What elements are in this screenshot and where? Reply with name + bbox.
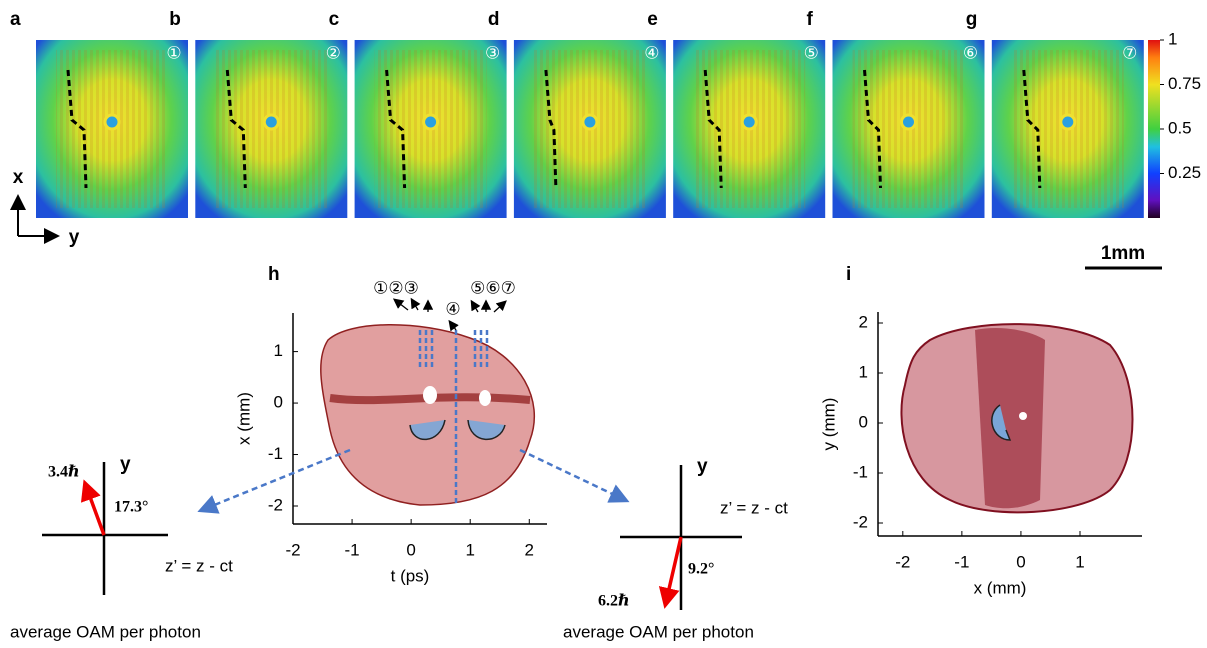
panel-label: i — [846, 264, 851, 285]
tick-label: 1 — [1168, 29, 1177, 48]
x-tick-label: -1 — [345, 540, 360, 559]
x-tick-label: -2 — [285, 540, 300, 559]
x-tick-label: 0 — [1016, 552, 1025, 571]
x-tick-label: 1 — [465, 540, 474, 559]
phase-line — [66, 69, 88, 189]
axes-i: -2 -1 0 1 2 1 0 -1 -2 x (mm) y (mm) — [819, 312, 1142, 597]
x-tick-label: 0 — [406, 540, 415, 559]
panel-index: ③ — [485, 43, 500, 62]
panel-label: c — [329, 9, 340, 30]
y-label: y (mm) — [819, 398, 838, 451]
vortex — [422, 113, 440, 131]
oam-value: 6.2ℏ — [598, 593, 630, 610]
axes-h: -2 -1 0 1 2 1 0 -1 -2 t (ps) x (mm) — [234, 313, 547, 585]
axis-x: x — [13, 167, 24, 188]
y-tick-label: -2 — [853, 512, 868, 531]
panel-index: ⑤ — [804, 43, 819, 62]
panel-index: ① — [166, 43, 181, 62]
heatmap-row: a ① b ② c ③ d ④ e ⑤ f ⑥ g ⑦ — [10, 9, 1144, 218]
axis-y: y — [69, 227, 80, 248]
colorbar — [1148, 40, 1160, 218]
tick-label: 0.75 — [1168, 74, 1201, 93]
vortex — [1059, 113, 1077, 131]
axis-label: z’ = z - ct — [165, 556, 233, 575]
panel-index: ⑥ — [963, 43, 978, 62]
vector-left: y 3.4ℏ 17.3° z’ = z - ct average OAM per… — [10, 454, 233, 641]
panel-label: h — [268, 264, 280, 285]
panel-index: ② — [326, 43, 341, 62]
panel-label: d — [488, 9, 500, 30]
y-tick-label: 1 — [859, 362, 868, 381]
panel-index: ④ — [644, 43, 659, 62]
vortex — [262, 113, 280, 131]
x-tick-label: 1 — [1075, 552, 1084, 571]
y-tick-label: -2 — [268, 495, 283, 514]
angle: 17.3° — [114, 499, 148, 516]
vortex — [740, 113, 758, 131]
y-tick-label: 1 — [274, 341, 283, 360]
panel-label: f — [807, 9, 814, 30]
marker-label: ⑤⑥⑦ — [470, 278, 516, 297]
panel-label: g — [966, 9, 978, 30]
y-tick-label: -1 — [268, 444, 283, 463]
x-tick-label: -1 — [954, 552, 969, 571]
caption: average OAM per photon — [10, 622, 201, 641]
panel-index: ⑦ — [1122, 43, 1137, 62]
phase-line — [385, 69, 407, 189]
y-tick-label: 2 — [859, 312, 868, 331]
vortex — [581, 113, 599, 131]
colorbar-ticks: 1 0.75 0.5 0.25 — [1160, 29, 1201, 182]
vortex — [103, 113, 121, 131]
vector-right: y z’ = z - ct 9.2° 6.2ℏ average OAM per … — [563, 456, 788, 641]
axis-label: y — [120, 454, 131, 475]
phase-line — [863, 69, 882, 189]
panel-label: e — [647, 9, 658, 30]
tick-label: 0.5 — [1168, 118, 1192, 137]
axis-label: z’ = z - ct — [720, 498, 788, 517]
connector — [519, 448, 630, 503]
angle: 9.2° — [688, 561, 714, 578]
y-label: x (mm) — [234, 392, 253, 445]
y-tick-label: 0 — [859, 412, 868, 431]
phase-line — [544, 69, 558, 189]
axis-label: y — [697, 456, 708, 477]
x-label: x (mm) — [974, 578, 1027, 597]
tick-label: 0.25 — [1168, 163, 1201, 182]
vortex — [900, 113, 917, 131]
x-tick-label: 2 — [525, 540, 534, 559]
phase-line — [225, 69, 247, 189]
x-label: t (ps) — [391, 566, 430, 585]
y-tick-label: 0 — [274, 393, 283, 412]
panel-label: b — [169, 9, 181, 30]
marker-label: ④ — [445, 299, 460, 318]
y-tick-label: -1 — [853, 462, 868, 481]
connector — [197, 448, 351, 514]
slice-lines — [418, 330, 489, 505]
panel-label: a — [10, 9, 21, 30]
oam-value: 3.4ℏ — [48, 464, 80, 481]
wave-packet — [320, 324, 535, 506]
caption: average OAM per photon — [563, 622, 754, 641]
phase-line — [1022, 69, 1042, 189]
x-tick-label: -2 — [895, 552, 910, 571]
marker-label: ①②③ — [373, 278, 419, 297]
xy-axes: x y — [10, 167, 80, 248]
scale-label: 1mm — [1101, 243, 1145, 264]
phase-line — [703, 69, 723, 189]
